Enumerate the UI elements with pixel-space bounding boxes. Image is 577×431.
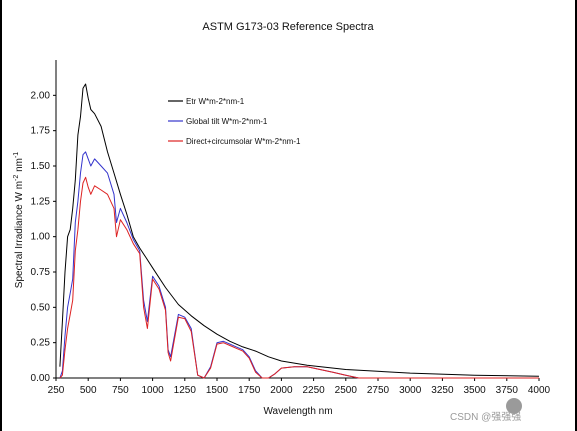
legend-label-direct: Direct+circumsolar W*m-2*nm-1 xyxy=(186,137,301,146)
y-tick-label: 0.00 xyxy=(31,373,51,384)
x-tick-label: 250 xyxy=(48,385,65,396)
legend-label-etr: Etr W*m-2*nm-1 xyxy=(186,97,245,106)
watermark-text: CSDN @强强强 xyxy=(450,411,521,423)
x-tick-label: 1000 xyxy=(141,385,164,396)
x-tick-label: 750 xyxy=(112,385,129,396)
y-ticks: 0.00 0.25 0.50 0.75 1.00 1.25 1.50 1.75 2.00 xyxy=(31,90,56,384)
x-tick-label: 1250 xyxy=(174,385,197,396)
legend-label-global-tilt: Global tilt W*m-2*nm-1 xyxy=(186,117,268,126)
y-tick-label: 1.00 xyxy=(31,232,51,243)
x-tick-label: 1750 xyxy=(238,385,261,396)
legend: Etr W*m-2*nm-1 Global tilt W*m-2*nm-1 Di… xyxy=(168,97,301,146)
x-axis-label: Wavelength nm xyxy=(263,406,332,417)
x-ticks: 250 500 750 1000 1250 1500 1750 2000 2250 2500 275… xyxy=(48,378,551,396)
watermark: 3d tof CSDN @强强强 xyxy=(450,398,543,423)
y-tick-label: 0.75 xyxy=(31,267,51,278)
y-axis-label: Spectral Irradiance W m-2 nm-1 xyxy=(13,152,25,289)
y-tick-label: 0.50 xyxy=(31,302,51,313)
x-tick-label: 3750 xyxy=(496,385,519,396)
x-tick-label: 2750 xyxy=(367,385,390,396)
series-line-1 xyxy=(59,151,539,379)
y-tick-label: 1.75 xyxy=(31,126,51,137)
x-tick-label: 3000 xyxy=(399,385,422,396)
series-group xyxy=(59,83,540,379)
x-tick-label: 500 xyxy=(80,385,97,396)
watermark-badge: 3d tof xyxy=(522,402,543,411)
series-line-2 xyxy=(59,176,539,379)
chart-title: ASTM G173-03 Reference Spectra xyxy=(202,21,374,33)
y-tick-label: 1.25 xyxy=(31,196,51,207)
x-tick-label: 3250 xyxy=(431,385,454,396)
wechat-icon xyxy=(506,398,522,414)
x-tick-label: 2000 xyxy=(270,385,293,396)
x-tick-label: 3500 xyxy=(463,385,486,396)
x-tick-label: 4000 xyxy=(528,385,551,396)
y-tick-label: 0.25 xyxy=(31,338,51,349)
y-tick-label: 2.00 xyxy=(31,90,51,101)
x-tick-label: 2250 xyxy=(302,385,325,396)
x-tick-label: 2500 xyxy=(335,385,358,396)
series-line-0 xyxy=(59,83,540,377)
x-tick-label: 1500 xyxy=(206,385,229,396)
y-tick-label: 1.50 xyxy=(31,161,51,172)
